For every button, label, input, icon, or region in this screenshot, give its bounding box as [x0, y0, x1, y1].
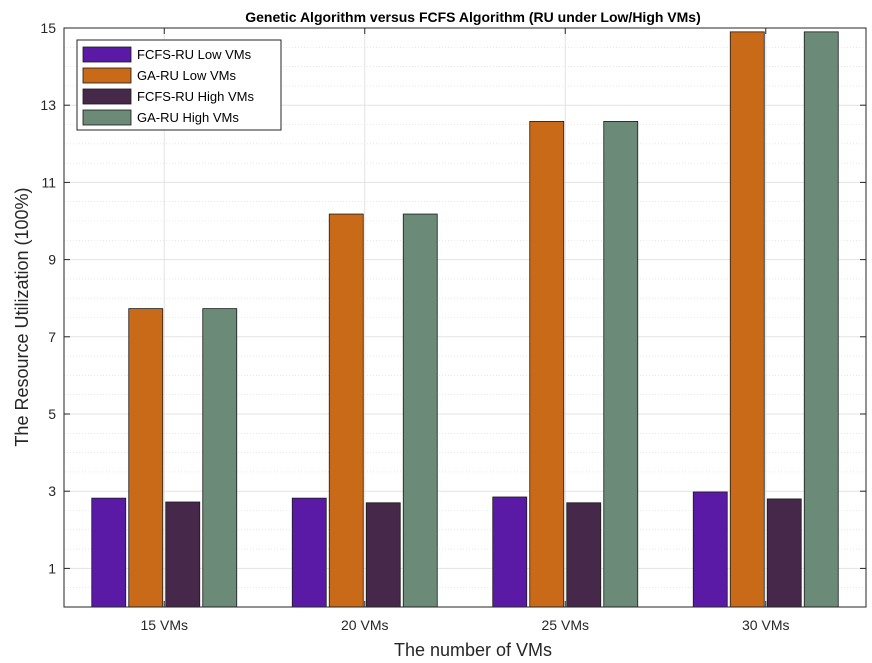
- x-axis-label: The number of VMs: [394, 640, 552, 660]
- chart-title: Genetic Algorithm versus FCFS Algorithm …: [245, 9, 701, 25]
- bar: [729, 31, 765, 608]
- bar: [365, 502, 401, 608]
- bar: [291, 497, 327, 608]
- y-tick-label: 13: [40, 97, 56, 113]
- y-tick-label: 1: [48, 560, 56, 576]
- x-tick-label: 25 VMs: [542, 617, 589, 633]
- bar: [766, 498, 802, 608]
- bar: [91, 497, 127, 608]
- y-tick-label: 7: [48, 329, 56, 345]
- x-tick-label: 20 VMs: [341, 617, 388, 633]
- x-tick-label: 15 VMs: [141, 617, 188, 633]
- bar: [803, 31, 839, 608]
- y-axis-label: The Resource Utilization (100%): [12, 187, 32, 446]
- bar: [202, 308, 238, 608]
- y-tick-label: 11: [41, 174, 56, 190]
- legend-swatch: [82, 109, 132, 126]
- y-tick-label: 5: [48, 406, 56, 422]
- bar: [165, 501, 201, 608]
- y-tick-label: 3: [48, 483, 56, 499]
- legend-swatch: [82, 67, 132, 84]
- bar: [328, 213, 364, 608]
- bar: [529, 121, 565, 608]
- bar: [566, 502, 602, 608]
- bar: [492, 496, 528, 608]
- y-tick-label: 9: [48, 252, 56, 268]
- x-tick-label: 30 VMs: [742, 617, 789, 633]
- bar: [603, 121, 639, 608]
- y-tick-label: 15: [40, 20, 56, 36]
- bar: [692, 491, 728, 608]
- legend: FCFS-RU Low VMs GA-RU Low VMs FCFS-RU High…: [76, 39, 282, 131]
- legend-entry-label: GA-RU High VMs: [137, 110, 239, 125]
- bars: [91, 31, 839, 608]
- legend-swatch: [82, 88, 132, 105]
- legend-swatch: [82, 46, 132, 63]
- legend-entry-label: FCFS-RU Low VMs: [137, 47, 252, 62]
- legend-entry-label: FCFS-RU High VMs: [137, 89, 255, 104]
- bar: [128, 308, 164, 608]
- bar: [402, 213, 438, 608]
- legend-entry-label: GA-RU Low VMs: [137, 68, 236, 83]
- plot-area-frame: [63, 27, 867, 608]
